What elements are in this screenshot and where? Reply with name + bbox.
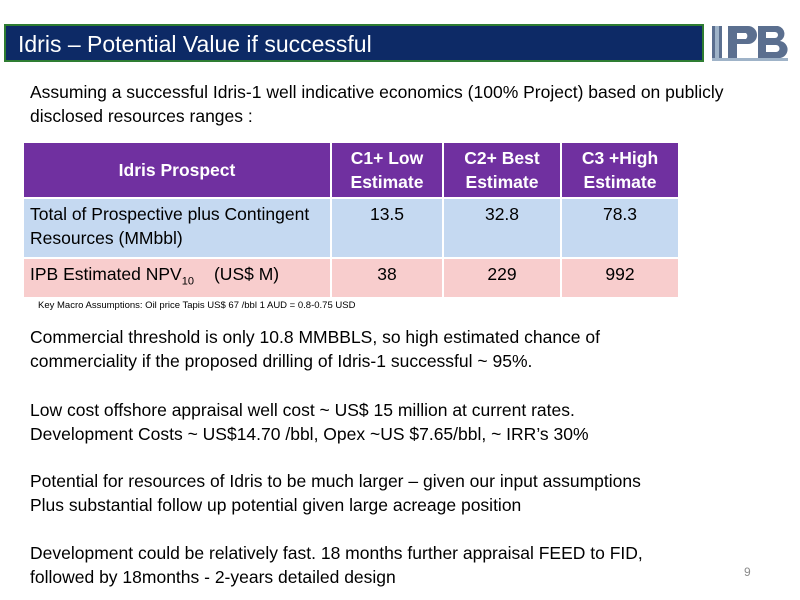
text-line: followed by 18months - 2-years detailed … <box>30 567 396 587</box>
costs-paragraph: Low cost offshore appraisal well cost ~ … <box>30 398 770 446</box>
text-line: Development could be relatively fast. 18… <box>30 543 643 563</box>
header-c1-low: C1+ Low Estimate <box>330 141 444 199</box>
npv-best: 229 <box>442 257 562 299</box>
npv-high: 992 <box>560 257 680 299</box>
npv-low: 38 <box>330 257 444 299</box>
header-c3-high: C3 +High Estimate <box>560 141 680 199</box>
header-prospect: Idris Prospect <box>22 141 332 199</box>
intro-text: Assuming a successful Idris-1 well indic… <box>30 82 724 126</box>
text-line: Plus substantial follow up potential giv… <box>30 495 522 515</box>
page-number: 9 <box>744 565 751 579</box>
resources-label: Total of Prospective plus Contingent Res… <box>22 197 332 259</box>
resources-best: 32.8 <box>442 197 562 259</box>
text-line: Development Costs ~ US$14.70 /bbl, Opex … <box>30 424 589 444</box>
header-c2-best: C2+ Best Estimate <box>442 141 562 199</box>
text-line: commerciality if the proposed drilling o… <box>30 351 533 371</box>
npv-label-subscript: 10 <box>181 275 194 288</box>
title-bar: Idris – Potential Value if successful <box>4 24 704 62</box>
npv-label-main: IPB Estimated NPV <box>30 264 182 284</box>
macro-assumptions: Key Macro Assumptions: Oil price Tapis U… <box>38 300 356 311</box>
text-line: Potential for resources of Idris to be m… <box>30 471 641 491</box>
slide-title: Idris – Potential Value if successful <box>18 31 372 57</box>
table-row-npv: IPB Estimated NPV10 (US$ M) 38 229 992 <box>22 257 680 299</box>
npv-label-unit: (US$ M) <box>213 264 280 284</box>
npv-label: IPB Estimated NPV10 (US$ M) <box>22 257 332 299</box>
resources-high: 78.3 <box>560 197 680 259</box>
commercial-paragraph: Commercial threshold is only 10.8 MMBBLS… <box>30 325 770 373</box>
table-header-row: Idris Prospect C1+ Low Estimate C2+ Best… <box>22 141 680 199</box>
table-row-resources: Total of Prospective plus Contingent Res… <box>22 197 680 259</box>
potential-paragraph: Potential for resources of Idris to be m… <box>30 469 770 517</box>
company-logo <box>708 20 792 64</box>
development-paragraph: Development could be relatively fast. 18… <box>30 541 770 589</box>
resources-low: 13.5 <box>330 197 444 259</box>
text-line: Low cost offshore appraisal well cost ~ … <box>30 400 575 420</box>
prospect-table: Idris Prospect C1+ Low Estimate C2+ Best… <box>22 141 680 299</box>
text-line: Commercial threshold is only 10.8 MMBBLS… <box>30 327 600 347</box>
